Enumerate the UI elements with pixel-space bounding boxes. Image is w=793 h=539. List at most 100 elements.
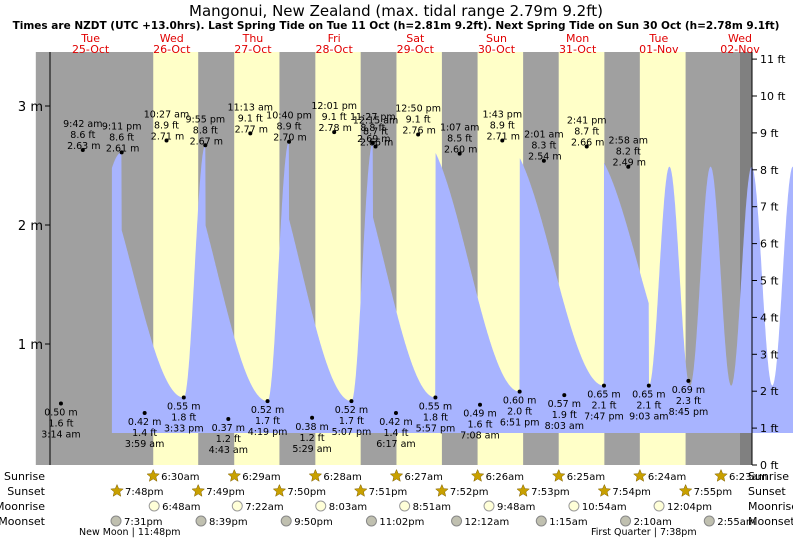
high-tide-m: 2.67 m <box>190 136 223 147</box>
moon-phase-first-quarter: First Quarter | 7:38pm <box>591 527 697 538</box>
high-tide-ft: 9.1 ft <box>406 115 431 126</box>
high-tide-time: 2:41 pm <box>567 115 607 126</box>
day-date: 29-Oct <box>397 43 435 56</box>
day-name: Sat <box>406 32 425 45</box>
high-tide-ft: 8.8 ft <box>360 123 385 134</box>
moonset-icon <box>703 515 715 527</box>
low-tide-point <box>478 402 483 407</box>
low-tide-m: 0.37 m <box>212 423 245 434</box>
sunrise-time: 6:30am <box>161 472 199 483</box>
high-tide-point <box>370 140 375 145</box>
y-tick-label-ft: 6 ft <box>760 238 779 251</box>
high-tide-ft: 8.9 ft <box>154 121 179 132</box>
low-tide-ft: 1.6 ft <box>467 420 492 431</box>
high-tide-m: 2.66 m <box>360 137 393 148</box>
sunset-time: 7:48pm <box>125 487 164 498</box>
sunset-time: 7:50pm <box>287 487 326 498</box>
low-tide-m: 0.52 m <box>335 405 368 416</box>
moonrise-icon <box>483 500 495 512</box>
high-tide-ft: 8.6 ft <box>109 132 134 143</box>
low-tide-point <box>562 393 567 398</box>
sunrise-icon <box>389 468 404 482</box>
day-name: Thu <box>242 32 264 45</box>
moonrise-icon <box>653 500 665 512</box>
high-tide-ft: 8.9 ft <box>490 121 515 132</box>
astro-label-right: Moonrise <box>748 500 793 513</box>
sunset-icon <box>435 483 449 497</box>
moonset-time: 7:31pm <box>124 517 163 528</box>
low-tide-ft: 1.7 ft <box>339 416 364 427</box>
high-tide-time: 9:42 am <box>63 119 102 130</box>
sunrise-time: 6:23am <box>729 472 767 483</box>
high-tide-m: 2.69 m <box>357 134 390 145</box>
y-tick-label-ft: 1 ft <box>760 422 779 435</box>
sunset-time: 7:52pm <box>450 487 489 498</box>
high-tide-m: 2.54 m <box>528 152 561 163</box>
sunrise-icon <box>551 468 566 482</box>
high-tide-time: 12:50 pm <box>395 104 441 115</box>
low-tide-ft: 1.2 ft <box>216 434 241 445</box>
sunrise-time: 6:28am <box>323 472 361 483</box>
high-tide-m: 2.71 m <box>487 132 520 143</box>
low-tide-m: 0.55 m <box>167 402 200 413</box>
moonrise-icon <box>315 500 327 512</box>
high-tide-m: 2.66 m <box>571 137 604 148</box>
day-date: 01-Nov <box>639 43 679 56</box>
moonset-time: 11:02pm <box>379 517 424 528</box>
low-tide-ft: 1.9 ft <box>552 410 577 421</box>
astro-table: Sunrise Sunrise Sunset Sunset Moonrise Moonri… <box>0 468 793 538</box>
high-tide-m: 2.78 m <box>318 123 351 134</box>
sunset-time: 7:49pm <box>206 487 245 498</box>
astro-label-left: Sunrise <box>4 470 45 483</box>
sunset-time: 7:51pm <box>369 487 408 498</box>
high-tide-m: 2.63 m <box>67 141 100 152</box>
moonrise-time: 6:48am <box>162 502 200 513</box>
moonset-time: 2:55am <box>717 517 755 528</box>
low-tide-time: 6:17 am <box>376 439 415 450</box>
day-date: 26-Oct <box>153 43 191 56</box>
high-tide-time: 1:07 am <box>440 123 479 134</box>
high-tide-ft: 9.1 ft <box>238 113 263 124</box>
y-tick-label-ft: 3 ft <box>760 348 779 361</box>
astro-label-left: Moonrise <box>0 500 45 513</box>
high-tide-point <box>164 138 169 143</box>
low-tide-time: 4:43 am <box>209 445 248 456</box>
low-tide-point <box>310 415 315 420</box>
low-tide-time: 3:33 pm <box>164 424 204 435</box>
moonrise-icon <box>231 500 243 512</box>
high-tide-m: 2.77 m <box>235 124 268 135</box>
low-tide-ft: 2.3 ft <box>676 396 701 407</box>
y-tick-label-ft: 4 ft <box>760 311 779 324</box>
low-tide-time: 9:03 am <box>629 412 668 423</box>
low-tide-ft: 1.6 ft <box>48 419 73 430</box>
low-tide-ft: 1.8 ft <box>423 413 448 424</box>
low-tide-ft: 2.1 ft <box>636 401 661 412</box>
astro-label-right: Moonset <box>748 515 793 528</box>
moonset-time: 1:15am <box>549 517 587 528</box>
y-tick-label-m: 3 m <box>18 100 43 115</box>
high-tide-point <box>584 144 589 149</box>
high-tide-ft: 8.7 ft <box>363 126 388 137</box>
high-tide-time: 1:43 pm <box>482 110 522 121</box>
high-tide-ft: 8.5 ft <box>447 134 472 145</box>
high-tide-time: 2:01 am <box>524 130 563 141</box>
high-tide-point <box>248 131 253 136</box>
high-tide-point <box>287 139 292 144</box>
moonset-time: 2:10am <box>634 517 672 528</box>
high-tide-ft: 8.9 ft <box>277 122 302 133</box>
low-tide-point <box>393 411 398 416</box>
low-tide-time: 5:29 am <box>292 444 331 455</box>
moonset-icon <box>110 515 122 527</box>
moonrise-time: 10:54am <box>582 502 627 513</box>
day-name: Wed <box>728 32 752 45</box>
high-tide-ft: 8.8 ft <box>193 125 218 136</box>
low-tide-ft: 1.4 ft <box>383 428 408 439</box>
low-tide-point <box>686 378 691 383</box>
sunrise-icon <box>227 468 242 482</box>
y-tick-label-ft: 10 ft <box>760 90 786 103</box>
sunrise-time: 6:27am <box>405 472 443 483</box>
moonset-icon <box>365 515 377 527</box>
sunrise-icon <box>470 468 485 482</box>
y-tick-label-ft: 11 ft <box>760 53 786 66</box>
